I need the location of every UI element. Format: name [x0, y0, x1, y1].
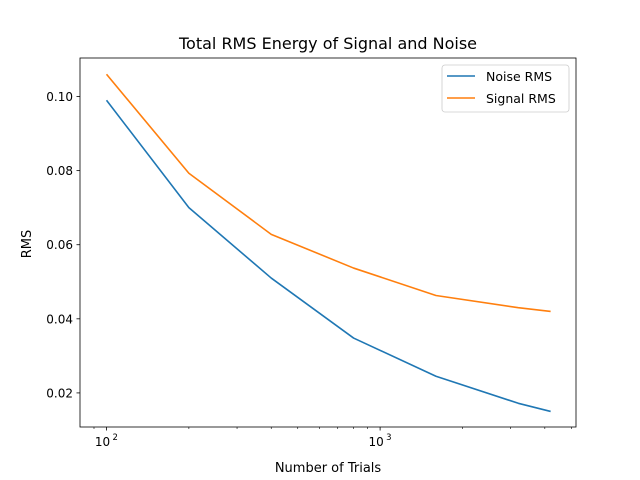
legend-label: Signal RMS [486, 91, 556, 106]
y-axis-label: RMS [20, 230, 35, 259]
plot-area-frame [79, 57, 577, 428]
y-tick-label: 0.04 [46, 312, 73, 326]
series-layer [105, 73, 551, 413]
x-tick-exponent: 3 [386, 433, 391, 443]
legend-label: Noise RMS [486, 69, 552, 84]
y-tick-label: 0.02 [46, 386, 73, 400]
x-ticks: 10 2 10 3 [93, 427, 572, 449]
x-tick-exponent: 2 [113, 433, 118, 443]
x-tick-label: 10 [95, 435, 110, 449]
x-axis-label: Number of Trials [275, 461, 382, 476]
series-line-signal-rms [105, 73, 551, 313]
chart-title: Total RMS Energy of Signal and Noise [178, 34, 477, 53]
y-tick-label: 0.08 [46, 164, 73, 178]
x-tick-label: 10 [368, 435, 383, 449]
y-tick-label: 0.10 [46, 90, 73, 104]
y-ticks: 0.02 0.04 0.06 0.08 0.10 [46, 90, 80, 400]
series-line-noise-rms [105, 99, 551, 413]
legend: Noise RMS Signal RMS [441, 64, 570, 113]
y-tick-label: 0.06 [46, 238, 73, 252]
